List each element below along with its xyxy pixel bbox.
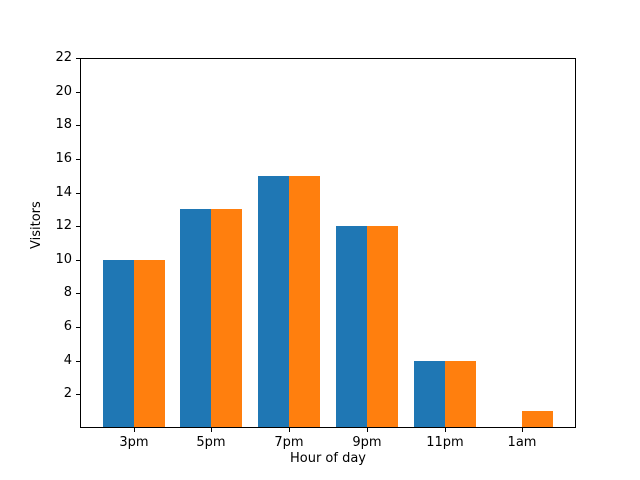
y-tick-mark (76, 193, 80, 194)
x-tick-mark (367, 428, 368, 432)
x-tick-mark (445, 428, 446, 432)
y-tick-label: 22 (55, 50, 72, 65)
y-tick-mark (76, 293, 80, 294)
orange-series-bar (134, 260, 165, 428)
y-tick-mark (76, 226, 80, 227)
y-tick-label: 18 (55, 117, 72, 132)
y-tick-label: 20 (55, 84, 72, 99)
y-tick-mark (76, 361, 80, 362)
x-tick-label: 3pm (119, 435, 149, 450)
orange-series-bar (211, 209, 242, 428)
y-tick-mark (76, 327, 80, 328)
x-tick-label: 7pm (274, 435, 304, 450)
y-tick-mark (76, 159, 80, 160)
orange-series-bar (289, 176, 320, 428)
y-axis-label: Visitors (29, 201, 44, 249)
y-tick-label: 10 (55, 252, 72, 267)
y-tick-label: 6 (63, 319, 72, 334)
y-tick-label: 14 (55, 185, 72, 200)
x-tick-mark (134, 428, 135, 432)
x-tick-label: 9pm (352, 435, 382, 450)
x-tick-mark (211, 428, 212, 432)
y-tick-label: 12 (55, 218, 72, 233)
y-tick-mark (76, 394, 80, 395)
x-tick-label: 1am (507, 435, 537, 450)
y-tick-label: 4 (63, 353, 72, 368)
y-tick-label: 2 (63, 386, 72, 401)
x-tick-mark (289, 428, 290, 432)
y-tick-mark (76, 58, 80, 59)
y-tick-label: 16 (55, 151, 72, 166)
y-tick-label: 8 (63, 285, 72, 300)
blue-series-bar (180, 209, 211, 428)
blue-series-bar (103, 260, 134, 428)
y-tick-mark (76, 92, 80, 93)
orange-series-bar (367, 226, 398, 428)
blue-series-bar (258, 176, 289, 428)
blue-series-bar (414, 361, 445, 428)
y-tick-mark (76, 125, 80, 126)
x-tick-label: 5pm (196, 435, 226, 450)
x-tick-label: 11pm (426, 435, 464, 450)
orange-series-bar (445, 361, 476, 428)
x-axis-label: Hour of day (289, 451, 367, 466)
x-tick-mark (522, 428, 523, 432)
y-tick-mark (76, 260, 80, 261)
orange-series-bar (522, 411, 553, 428)
plot-area (80, 58, 576, 428)
blue-series-bar (336, 226, 367, 428)
